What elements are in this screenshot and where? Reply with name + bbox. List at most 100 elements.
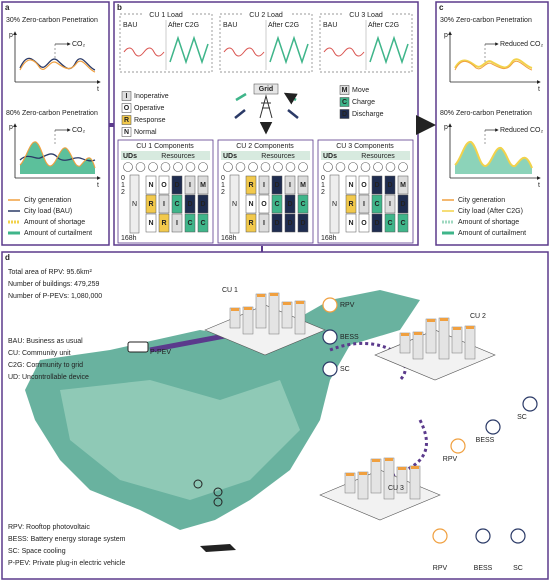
state-letter: R bbox=[248, 220, 253, 227]
rooftop-pv bbox=[466, 326, 474, 329]
state-letter: D bbox=[287, 220, 292, 227]
state-letter: O bbox=[361, 220, 367, 227]
legend: City generation City load (BAU) Amount of … bbox=[8, 197, 92, 237]
state-letter: I bbox=[189, 182, 191, 189]
state-cell bbox=[358, 213, 370, 233]
axis-label: t bbox=[97, 86, 99, 93]
ud-column bbox=[229, 174, 240, 234]
state-cell bbox=[158, 194, 170, 214]
statistic: Number of P-PEVs: 1,080,000 bbox=[8, 293, 102, 300]
c2g-curve bbox=[169, 35, 209, 65]
annotation: CO₂ bbox=[72, 41, 86, 48]
generation-curve bbox=[19, 59, 96, 73]
grid-icon: Grid bbox=[234, 84, 299, 132]
state-letter: D bbox=[274, 182, 279, 189]
building bbox=[268, 292, 280, 335]
state-letter: I bbox=[263, 220, 265, 227]
c2g-curve bbox=[269, 35, 309, 65]
state-cell bbox=[171, 194, 183, 214]
ud-state: N bbox=[332, 201, 337, 208]
state-letter: D bbox=[174, 182, 179, 189]
state-letter: D bbox=[274, 220, 279, 227]
component-title: CU 3 Components bbox=[336, 143, 394, 150]
state-key: M bbox=[342, 87, 348, 94]
resource-label: RPV bbox=[433, 565, 448, 572]
row-label: 2 bbox=[321, 189, 325, 196]
resource-icon bbox=[510, 528, 526, 544]
state-cell bbox=[384, 213, 396, 233]
definition: P-PEV: Private plug-in electric vehicle bbox=[8, 560, 125, 567]
rooftop-pv bbox=[296, 301, 304, 304]
state-cell bbox=[245, 213, 257, 233]
state-key: R bbox=[124, 117, 129, 124]
state-letter: D bbox=[300, 220, 305, 227]
uds-label: UDs bbox=[323, 153, 337, 160]
state-letter: D bbox=[374, 182, 379, 189]
resource-icon bbox=[475, 528, 491, 544]
state-letter: I bbox=[389, 201, 391, 208]
device-icon bbox=[298, 162, 308, 172]
scenario-label: BAU bbox=[223, 22, 237, 29]
building bbox=[409, 465, 421, 500]
load-title-bg bbox=[242, 10, 290, 19]
state-swatch bbox=[121, 115, 132, 125]
state-cell bbox=[197, 175, 209, 195]
resource-label: RPV bbox=[340, 302, 355, 309]
scenario-label: BAU bbox=[123, 22, 137, 29]
state-cell bbox=[271, 213, 283, 233]
state-letter: D bbox=[387, 182, 392, 189]
cu-marker bbox=[213, 497, 223, 507]
building bbox=[412, 331, 424, 360]
state-swatch bbox=[339, 109, 350, 119]
ev-route bbox=[329, 341, 428, 482]
rooftop-pv bbox=[385, 458, 393, 461]
device-icon bbox=[360, 162, 371, 172]
flow-arrow bbox=[234, 109, 299, 132]
bau-curve bbox=[323, 47, 365, 57]
state-cell bbox=[345, 175, 357, 195]
rooftop-pv bbox=[427, 319, 435, 322]
uds-label: UDs bbox=[223, 153, 237, 160]
cu-marker bbox=[213, 487, 223, 497]
state-cell bbox=[284, 175, 296, 195]
load-curve bbox=[19, 153, 96, 162]
cu-name: CU 3 bbox=[388, 485, 404, 492]
state-letter: C bbox=[387, 220, 392, 227]
rooftop-pv bbox=[283, 302, 291, 305]
rooftop-pv bbox=[414, 332, 422, 335]
rooftop-pv bbox=[270, 293, 278, 296]
state-key: C bbox=[342, 99, 347, 106]
rooftop-pv bbox=[401, 333, 409, 336]
rooftop-pv bbox=[372, 459, 380, 462]
state-letter: N bbox=[148, 220, 153, 227]
bau-curve bbox=[123, 47, 165, 57]
state-letter: I bbox=[176, 220, 178, 227]
row-label: 1 bbox=[221, 182, 225, 189]
state-cell bbox=[297, 213, 309, 233]
resources-label: Resources bbox=[361, 153, 395, 160]
building bbox=[370, 458, 382, 494]
state-name: Discharge bbox=[352, 111, 384, 118]
definition: SC: Space cooling bbox=[8, 548, 66, 555]
end-label: 168h bbox=[221, 235, 237, 242]
device-icon bbox=[248, 162, 258, 172]
component-title: CU 2 Components bbox=[236, 143, 294, 150]
device-icon bbox=[273, 162, 283, 172]
end-label: 168h bbox=[321, 235, 337, 242]
device-icon bbox=[323, 162, 333, 172]
state-letter: C bbox=[200, 220, 205, 227]
device-icon bbox=[285, 162, 296, 172]
state-cell bbox=[197, 213, 209, 233]
panel-a-bottom: 80% Zero-carbon Penetration p t CO₂ bbox=[6, 110, 101, 189]
state-letter: D bbox=[374, 220, 379, 227]
state-letter: D bbox=[200, 201, 205, 208]
bau-curve bbox=[223, 47, 265, 57]
panel-a-top: 30% Zero-carbon Penetration p t CO₂ bbox=[6, 17, 101, 93]
state-cell bbox=[145, 213, 157, 233]
state-letter: C bbox=[374, 201, 379, 208]
state-cell bbox=[371, 213, 383, 233]
cu-name: CU 2 bbox=[470, 313, 486, 320]
legend: City generation City load (After C2G) Amou… bbox=[442, 197, 526, 237]
resource-label: RPV bbox=[443, 456, 458, 463]
header-bg bbox=[221, 151, 310, 160]
